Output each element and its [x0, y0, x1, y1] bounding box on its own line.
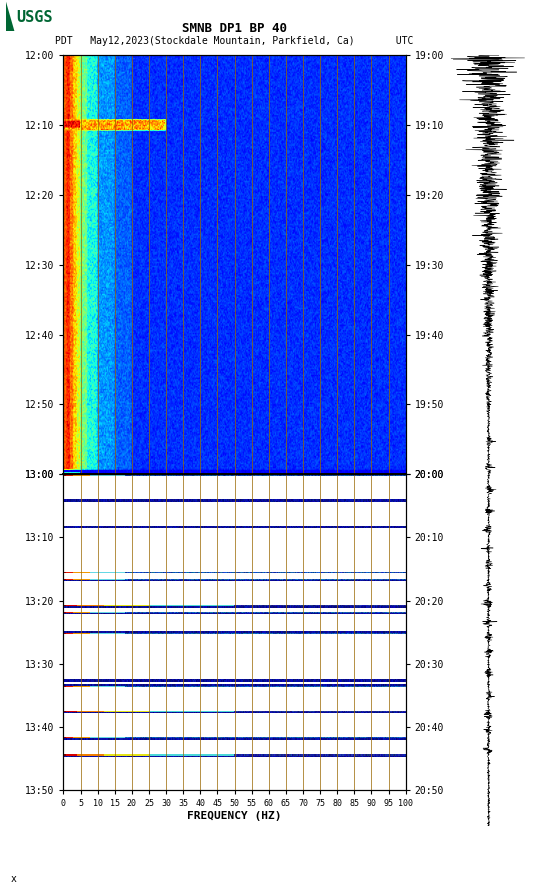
Text: PDT   May12,2023(Stockdale Mountain, Parkfield, Ca)       UTC: PDT May12,2023(Stockdale Mountain, Parkf… [55, 36, 414, 46]
Polygon shape [6, 0, 14, 31]
Text: USGS: USGS [17, 10, 53, 25]
Text: SMNB DP1 BP 40: SMNB DP1 BP 40 [182, 22, 287, 35]
X-axis label: FREQUENCY (HZ): FREQUENCY (HZ) [187, 811, 282, 821]
Text: x: x [11, 874, 17, 884]
